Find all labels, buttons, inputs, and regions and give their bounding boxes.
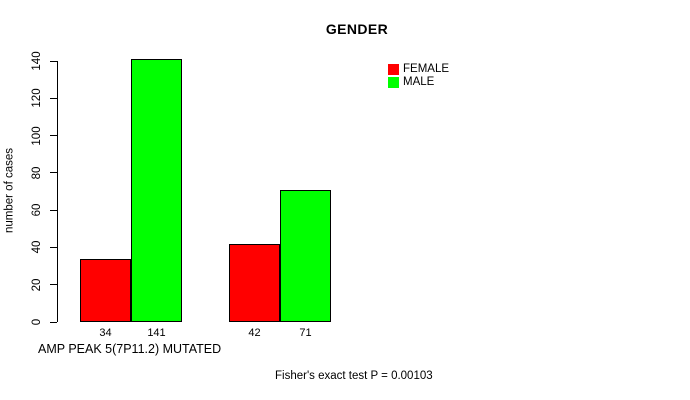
y-tick	[50, 135, 57, 137]
y-axis-label: number of cases	[3, 148, 16, 234]
y-tick-label: 80	[31, 166, 43, 180]
y-tick-label: 0	[31, 318, 43, 326]
y-tick	[50, 172, 57, 174]
bar-male-group1	[131, 59, 182, 322]
bar-value-label: 71	[299, 327, 312, 339]
y-tick-label: 60	[31, 203, 43, 217]
legend-item-female: FEMALE	[388, 63, 450, 75]
legend-item-male: MALE	[388, 76, 449, 88]
bar-value-label: 141	[147, 327, 166, 339]
y-tick	[50, 60, 57, 62]
chart-title: GENDER	[325, 21, 389, 37]
y-tick-label: 120	[31, 88, 43, 108]
y-tick	[50, 97, 57, 99]
y-tick-label: 100	[31, 125, 43, 146]
bar-male-group2	[280, 189, 331, 322]
y-tick-label: 20	[31, 278, 43, 292]
y-tick	[50, 321, 57, 323]
y-tick	[50, 284, 57, 286]
y-tick	[50, 246, 57, 248]
x-axis-label: AMP PEAK 5(7P11.2) MUTATED	[38, 342, 222, 356]
bar-value-label: 42	[248, 327, 261, 339]
y-tick-label: 40	[31, 241, 43, 254]
legend-swatch-male	[388, 77, 399, 88]
legend-label: FEMALE	[403, 63, 450, 75]
y-axis-line	[57, 61, 58, 322]
y-tick-label: 140	[31, 51, 43, 71]
legend-label: MALE	[403, 76, 435, 88]
legend: FEMALE MALE	[388, 63, 450, 88]
legend-swatch-female	[388, 64, 399, 75]
bar-value-label: 34	[99, 327, 112, 339]
bar-female-group1	[80, 258, 131, 322]
bar-female-group2	[229, 243, 280, 322]
annotation-text: Fisher's exact test P = 0.00103	[275, 370, 433, 382]
y-tick	[50, 209, 57, 211]
